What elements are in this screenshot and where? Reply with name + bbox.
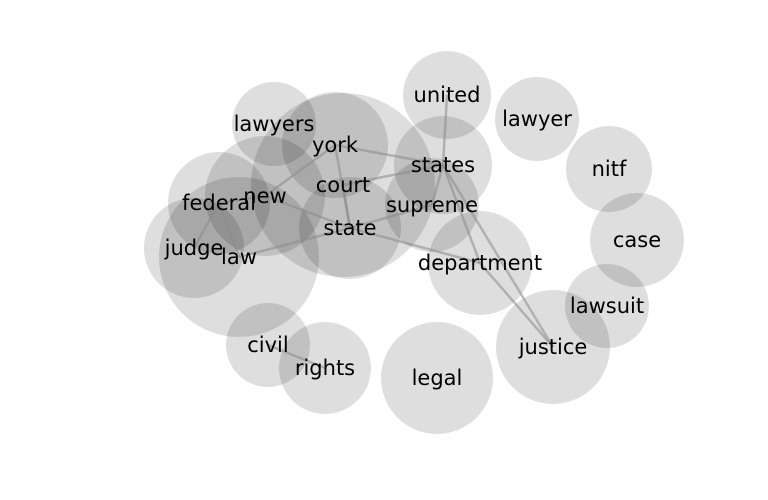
- edge-federal-judge: [192, 202, 221, 249]
- bubble-lawsuit: [565, 264, 649, 348]
- edge-states-court: [342, 163, 444, 187]
- edge-state-law: [238, 226, 351, 259]
- edge-united-states: [441, 94, 449, 166]
- word-label-lawyers: lawyers: [234, 112, 315, 136]
- word-label-case: case: [613, 228, 661, 252]
- bubble-nitf: [566, 126, 652, 212]
- edge-state-department: [349, 226, 481, 265]
- word-label-rights: rights: [295, 356, 355, 380]
- bubble-legal: [381, 322, 493, 434]
- edge-federal-law: [217, 202, 241, 258]
- word-label-united: united: [414, 83, 481, 107]
- word-label-lawsuit: lawsuit: [570, 294, 644, 318]
- edge-york-states: [334, 143, 444, 167]
- word-label-york: york: [312, 133, 359, 157]
- word-label-states: states: [411, 153, 475, 177]
- edge-states-department: [441, 164, 482, 264]
- edge-states-supreme: [430, 164, 445, 206]
- word-label-new: new: [243, 184, 286, 208]
- bubble-case: [590, 193, 684, 287]
- word-label-civil: civil: [247, 333, 288, 357]
- word-label-state: state: [323, 216, 376, 240]
- word-label-justice: justice: [518, 335, 588, 359]
- edge-york-new: [264, 143, 336, 198]
- word-label-law: law: [221, 245, 257, 269]
- edge-supreme-state: [349, 203, 433, 230]
- word-label-judge: judge: [164, 236, 224, 260]
- word-label-department: department: [418, 251, 542, 275]
- word-label-legal: legal: [412, 366, 463, 390]
- edge-layer: [192, 94, 555, 370]
- word-label-nitf: nitf: [592, 157, 627, 181]
- edge-court-state: [341, 184, 352, 229]
- edge-new-federal: [218, 194, 266, 205]
- word-label-federal: federal: [182, 191, 256, 215]
- edge-states-justice: [441, 164, 555, 348]
- bubble-lawyer: [495, 77, 579, 161]
- edge-department-justice: [479, 262, 554, 348]
- word-label-supreme: supreme: [386, 193, 478, 217]
- word-label-lawyer: lawyer: [502, 107, 572, 131]
- edge-civil-rights: [267, 343, 326, 370]
- bubble-lawyers: [232, 82, 316, 166]
- edge-new-state: [264, 194, 351, 230]
- word-label-court: court: [316, 173, 371, 197]
